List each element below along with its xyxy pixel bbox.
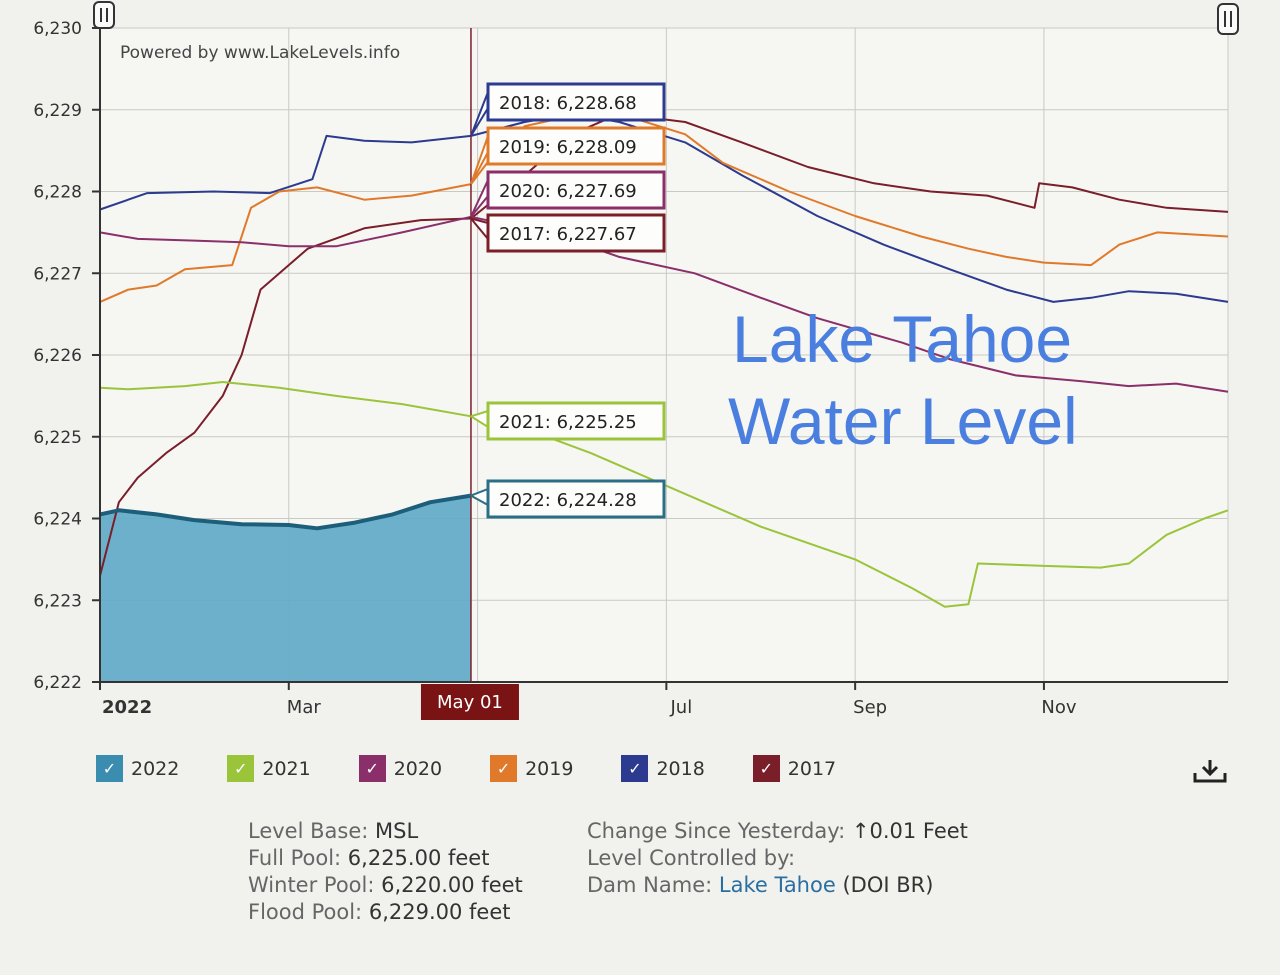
level-base-row: Level Base: MSL bbox=[248, 819, 419, 843]
dam-name-link[interactable]: Lake Tahoe bbox=[718, 873, 836, 897]
tooltip-2019: 2019: 6,228.09 bbox=[470, 126, 666, 185]
powered-by-text: Powered by www.LakeLevels.info bbox=[120, 43, 400, 63]
y-tick-label: 6,222 bbox=[33, 673, 82, 693]
range-handle-right[interactable] bbox=[1217, 3, 1239, 35]
lake-level-chart[interactable]: 6,222 6,223 6,224 6,225 6,226 6,227 6,228 6,229… bbox=[0, 0, 1280, 750]
legend-label: 2021 bbox=[262, 757, 311, 780]
y-tick-label: 6,229 bbox=[33, 101, 82, 121]
checkmark-icon[interactable]: ✓ bbox=[227, 755, 255, 782]
y-tick-label: 6,230 bbox=[33, 19, 82, 39]
legend-label: 2018 bbox=[656, 757, 705, 780]
y-tick-label: 6,228 bbox=[33, 183, 82, 203]
checkmark-icon[interactable]: ✓ bbox=[621, 755, 649, 782]
x-tick-label: 2022 bbox=[102, 697, 152, 718]
tooltip-label: 2019: 6,228.09 bbox=[499, 137, 637, 158]
series-line-2022[interactable] bbox=[99, 493, 472, 531]
legend-item-2020[interactable]: ✓ 2020 bbox=[358, 755, 443, 782]
x-tick-label: Jul bbox=[670, 697, 693, 718]
x-tick-label: Sep bbox=[853, 697, 887, 718]
tooltip-2020: 2020: 6,227.69 bbox=[470, 170, 666, 218]
series-line-2020[interactable] bbox=[99, 215, 1229, 393]
legend-label: 2022 bbox=[131, 757, 180, 780]
crosshair-layer: May 01 bbox=[420, 28, 519, 720]
dam-info: Change Since Yesterday: ↑0.01 Feet Level… bbox=[587, 818, 968, 899]
legend-item-2021[interactable]: ✓ 2021 bbox=[227, 755, 311, 782]
tooltip-layer: 2018: 6,228.68 2019: 6,228.09 2020: 6,227.… bbox=[468, 82, 666, 519]
tooltip-2022: 2022: 6,224.28 bbox=[468, 479, 666, 519]
download-icon[interactable] bbox=[1192, 758, 1228, 784]
tooltip-label: 2022: 6,224.28 bbox=[499, 490, 637, 511]
overlay-title-line-2: Water Level bbox=[728, 384, 1078, 458]
x-tick-label: Mar bbox=[287, 697, 322, 718]
legend-item-2017[interactable]: ✓ 2017 bbox=[752, 755, 837, 782]
change-row: Change Since Yesterday: ↑0.01 Feet bbox=[587, 819, 968, 843]
y-tick-label: 6,223 bbox=[33, 591, 82, 611]
series-layer bbox=[99, 112, 1229, 682]
flood-pool-row: Flood Pool: 6,229.00 feet bbox=[248, 900, 511, 924]
series-line-2021[interactable] bbox=[99, 381, 1229, 608]
pool-info: Level Base: MSL Full Pool: 6,225.00 feet… bbox=[248, 818, 523, 926]
winter-pool-row: Winter Pool: 6,220.00 feet bbox=[248, 873, 523, 897]
tooltip-2018: 2018: 6,228.68 bbox=[470, 82, 666, 137]
legend-label: 2019 bbox=[525, 757, 574, 780]
tooltip-label: 2021: 6,225.25 bbox=[499, 412, 637, 433]
legend-item-2022[interactable]: ✓ 2022 bbox=[96, 755, 179, 782]
series-line-2018[interactable] bbox=[99, 112, 1229, 303]
y-tick-label: 6,226 bbox=[33, 346, 82, 366]
legend-label: 2020 bbox=[393, 757, 443, 780]
tooltip-label: 2018: 6,228.68 bbox=[499, 93, 637, 114]
crosshair-label: May 01 bbox=[437, 692, 503, 713]
tooltip-2017: 2017: 6,227.67 bbox=[468, 213, 666, 253]
checkmark-icon[interactable]: ✓ bbox=[752, 755, 780, 782]
checkmark-icon[interactable]: ✓ bbox=[358, 755, 386, 782]
tooltip-label: 2020: 6,227.69 bbox=[499, 181, 637, 202]
x-tick-label: Nov bbox=[1041, 697, 1076, 718]
y-tick-label: 6,224 bbox=[33, 510, 82, 530]
overlay-title-line-1: Lake Tahoe bbox=[732, 302, 1072, 376]
y-tick-label: 6,227 bbox=[33, 264, 82, 284]
series-area-2022 bbox=[100, 495, 471, 682]
y-tick-label: 6,225 bbox=[33, 428, 82, 448]
range-handle-left[interactable] bbox=[93, 1, 115, 29]
legend-item-2018[interactable]: ✓ 2018 bbox=[621, 755, 705, 782]
legend-label: 2017 bbox=[787, 757, 837, 780]
checkmark-icon[interactable]: ✓ bbox=[96, 755, 123, 782]
controlled-row: Level Controlled by: bbox=[587, 846, 796, 870]
full-pool-row: Full Pool: 6,225.00 feet bbox=[248, 846, 490, 870]
legend-item-2019[interactable]: ✓ 2019 bbox=[490, 755, 573, 782]
tooltip-2021: 2021: 6,225.25 bbox=[468, 401, 666, 441]
checkmark-icon[interactable]: ✓ bbox=[490, 755, 518, 782]
dam-name-row: Dam Name: Lake Tahoe (DOI BR) bbox=[587, 873, 934, 897]
tooltip-label: 2017: 6,227.67 bbox=[499, 224, 637, 245]
legend: ✓ 2022 ✓ 2021 ✓ 2020 ✓ 2019 ✓ 2018 ✓ 2017 bbox=[96, 755, 884, 782]
axes: 6,222 6,223 6,224 6,225 6,226 6,227 6,228 6,229… bbox=[33, 19, 1228, 718]
crosshair-label-box bbox=[420, 684, 519, 720]
